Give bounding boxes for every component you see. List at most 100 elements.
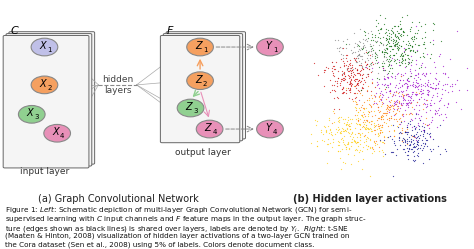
Point — [351, 73, 359, 77]
Point — [346, 126, 354, 130]
Point — [380, 83, 387, 87]
Point — [371, 61, 378, 65]
Text: 4: 4 — [60, 133, 64, 139]
Point — [385, 60, 393, 63]
Point — [362, 33, 369, 37]
Point — [379, 60, 386, 63]
Point — [367, 49, 374, 53]
Point — [380, 68, 387, 72]
Point — [400, 39, 407, 43]
Point — [337, 137, 345, 141]
Point — [398, 44, 405, 48]
Point — [404, 76, 412, 80]
Point — [396, 143, 404, 147]
Point — [437, 99, 444, 103]
Text: 4: 4 — [273, 129, 277, 135]
Point — [409, 48, 417, 52]
Point — [375, 43, 383, 47]
Point — [396, 81, 403, 85]
Point — [416, 43, 423, 47]
Point — [383, 135, 390, 139]
Point — [410, 124, 418, 128]
Point — [335, 49, 343, 53]
Point — [379, 123, 386, 127]
Point — [427, 135, 434, 139]
Point — [345, 76, 353, 80]
Point — [387, 44, 395, 48]
Point — [364, 89, 371, 93]
Point — [339, 85, 347, 89]
Point — [403, 13, 410, 17]
Point — [340, 128, 347, 132]
Point — [354, 118, 362, 122]
Point — [409, 134, 416, 138]
Point — [374, 131, 382, 135]
Point — [431, 65, 439, 69]
Point — [391, 24, 399, 28]
Point — [336, 130, 344, 134]
Point — [344, 66, 352, 70]
Point — [341, 128, 348, 132]
Point — [358, 131, 366, 135]
Point — [353, 68, 361, 72]
Point — [388, 71, 395, 75]
Point — [348, 63, 356, 67]
Point — [342, 42, 350, 46]
Point — [352, 60, 360, 63]
Point — [405, 61, 413, 64]
Point — [395, 94, 403, 98]
Point — [399, 139, 407, 143]
Point — [358, 47, 366, 51]
Text: Z: Z — [186, 102, 192, 112]
Point — [420, 130, 428, 134]
Point — [354, 110, 362, 114]
Point — [415, 136, 422, 140]
Point — [399, 78, 407, 82]
Point — [356, 127, 364, 131]
Point — [412, 90, 419, 94]
Point — [379, 150, 387, 154]
FancyBboxPatch shape — [9, 32, 95, 164]
Point — [342, 86, 349, 90]
Point — [391, 85, 399, 89]
Point — [410, 76, 418, 80]
Point — [337, 128, 345, 132]
Point — [378, 64, 386, 68]
Point — [360, 67, 367, 71]
Point — [403, 137, 411, 141]
Point — [392, 51, 400, 55]
Circle shape — [256, 120, 283, 138]
Point — [442, 115, 449, 119]
Point — [374, 39, 381, 43]
Point — [367, 47, 375, 51]
Point — [419, 121, 427, 124]
Point — [431, 108, 438, 112]
Point — [321, 68, 328, 72]
Point — [345, 139, 352, 143]
Point — [406, 119, 414, 123]
Point — [416, 89, 423, 93]
Point — [365, 115, 372, 119]
Point — [412, 72, 420, 76]
Point — [395, 109, 402, 113]
Point — [391, 134, 398, 138]
Point — [365, 96, 373, 100]
Point — [337, 149, 344, 153]
Point — [356, 62, 364, 66]
Point — [453, 29, 461, 33]
Point — [389, 174, 397, 178]
Point — [335, 115, 342, 119]
Point — [403, 139, 410, 143]
Point — [325, 118, 333, 122]
Point — [419, 134, 427, 138]
Point — [376, 139, 383, 143]
Point — [356, 73, 364, 77]
Point — [335, 121, 343, 124]
Point — [359, 145, 367, 149]
Point — [399, 53, 406, 57]
Point — [363, 124, 370, 127]
Point — [376, 97, 384, 101]
Point — [395, 44, 403, 48]
Point — [348, 137, 356, 141]
Point — [444, 101, 451, 105]
